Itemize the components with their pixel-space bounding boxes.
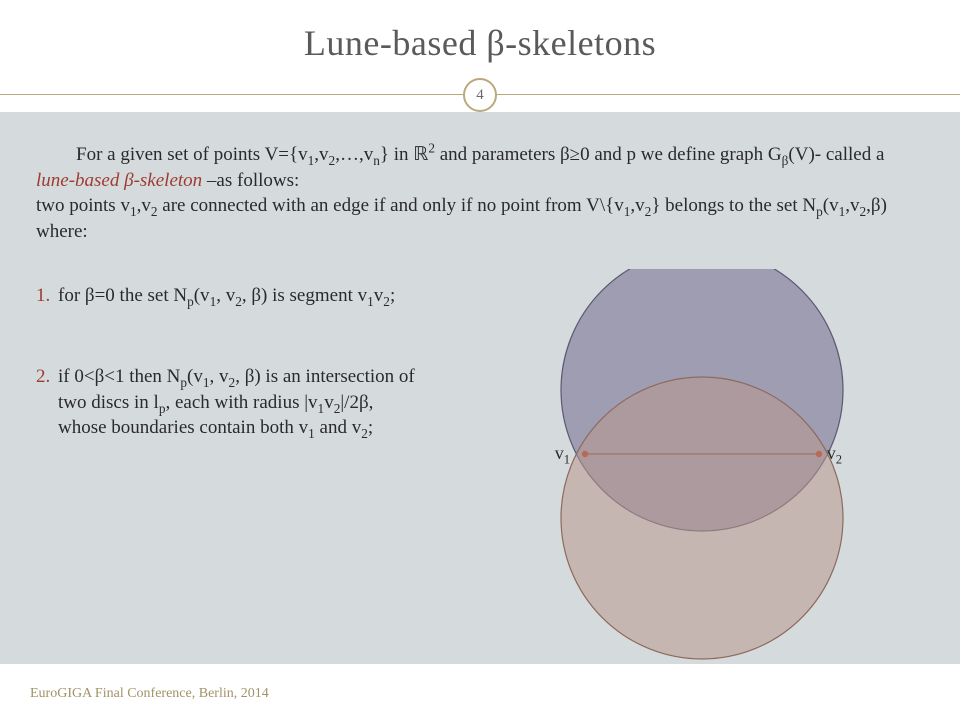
txt: , v xyxy=(210,366,229,387)
txt: (v xyxy=(194,285,210,306)
definitions-column: 1. for β=0 the set Np(v1, v2, β) is segm… xyxy=(36,269,427,674)
txt: , each with radius |v xyxy=(165,392,317,413)
item-body: for β=0 the set Np(v1, v2, β) is segment… xyxy=(58,283,419,309)
page-number-badge: 4 xyxy=(463,78,497,112)
footer-text: EuroGIGA Final Conference, Berlin, 2014 xyxy=(30,686,269,702)
txt: 1 xyxy=(564,452,570,466)
intro-t3: ,…,v xyxy=(335,144,373,165)
item-body: if 0<β<1 then Np(v1, v2, β) is an inters… xyxy=(58,364,419,441)
intro-t7: –as follows: xyxy=(202,170,299,191)
intro-l2e: } belongs to the set N xyxy=(651,195,816,216)
txt: 2 xyxy=(836,452,842,466)
intro-paragraph: For a given set of points V={v1,v2,…,vn}… xyxy=(36,142,924,245)
intro-l2c: are connected with an edge if and only i… xyxy=(158,195,624,216)
diagram-label-v1: v1 xyxy=(555,443,570,464)
content-row: 1. for β=0 the set Np(v1, v2, β) is segm… xyxy=(36,269,924,674)
intro-t4: } in ℝ xyxy=(380,144,428,165)
txt: ; xyxy=(368,417,373,438)
intro-l2a: two points v xyxy=(36,195,130,216)
txt: v xyxy=(324,392,334,413)
intro-term: lune-based β-skeleton xyxy=(36,170,202,191)
diagram-label-v2: v2 xyxy=(827,443,842,464)
txt: if 0<β<1 then N xyxy=(58,366,180,387)
txt: v xyxy=(827,443,836,463)
intro-t6: (V)- called a xyxy=(788,144,884,165)
txt: ; xyxy=(390,285,395,306)
intro-t1: For a given set of points V={v xyxy=(76,144,308,165)
lune-diagram xyxy=(427,269,927,669)
list-item: 1. for β=0 the set Np(v1, v2, β) is segm… xyxy=(36,283,419,309)
content-box: For a given set of points V={v1,v2,…,vn}… xyxy=(0,112,960,664)
intro-l2f: (v xyxy=(823,195,839,216)
title-area: Lune-based β-skeletons 4 xyxy=(0,0,960,112)
slide-title: Lune-based β-skeletons xyxy=(0,22,960,64)
slide: Lune-based β-skeletons 4 For a given set… xyxy=(0,0,960,720)
txt: v xyxy=(374,285,384,306)
intro-l2d: ,v xyxy=(630,195,644,216)
txt: (v xyxy=(187,366,203,387)
intro-t5: and parameters β≥0 and p we define graph… xyxy=(435,144,782,165)
txt: for β=0 the set N xyxy=(58,285,187,306)
list-item: 2. if 0<β<1 then Np(v1, v2, β) is an int… xyxy=(36,364,419,441)
txt: and v xyxy=(315,417,361,438)
diagram-area: v1 v2 xyxy=(427,269,927,674)
txt: , β) is segment v xyxy=(242,285,367,306)
txt: v xyxy=(555,443,564,463)
item-number: 2. xyxy=(36,364,58,441)
txt: , v xyxy=(216,285,235,306)
intro-l2g: ,v xyxy=(845,195,859,216)
intro-l2b: ,v xyxy=(137,195,151,216)
intro-t2: ,v xyxy=(314,144,328,165)
item-number: 1. xyxy=(36,283,58,309)
